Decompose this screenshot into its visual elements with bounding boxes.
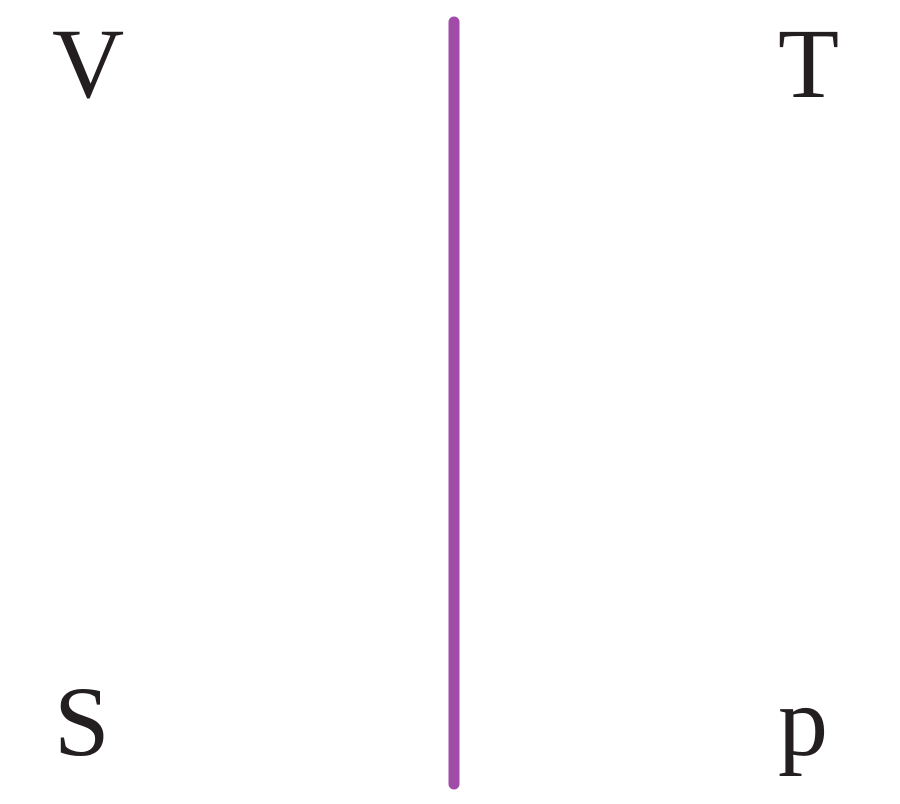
label-top-right: T xyxy=(778,8,840,119)
label-top-left: V xyxy=(52,8,125,119)
label-bottom-right: p xyxy=(778,666,828,777)
label-bottom-left: S xyxy=(54,666,110,777)
